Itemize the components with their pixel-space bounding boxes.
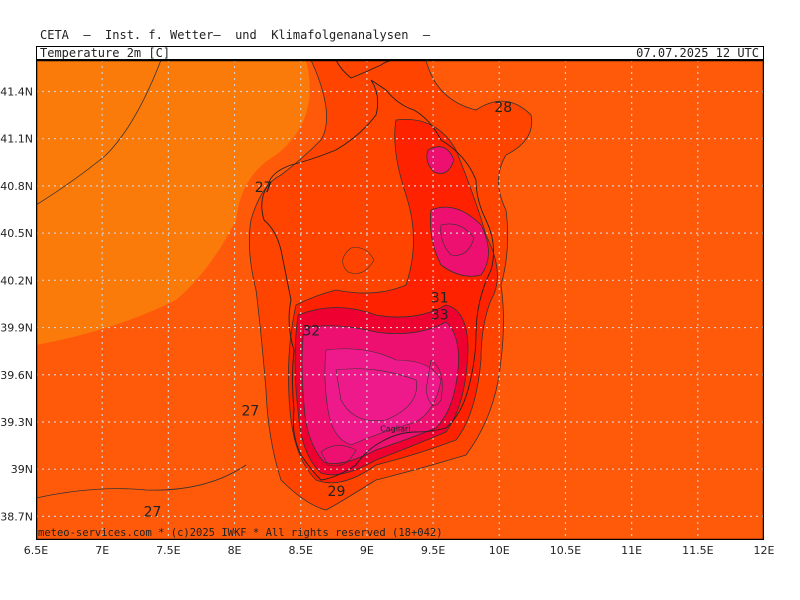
longitude-tick-label: 8E — [228, 544, 242, 557]
longitude-tick-label: 9.5E — [421, 544, 445, 557]
contour-label: 27 — [242, 404, 260, 420]
latitude-axis: 41.4N 41.1N 40.8N 40.5N 40.2N 39.9N 39.6N 39.3N… — [0, 85, 33, 523]
contour-label: 33 — [431, 308, 449, 324]
longitude-tick-label: 10E — [489, 544, 510, 557]
contour-label: 27 — [144, 504, 162, 520]
latitude-tick-label: 40.8N — [0, 180, 33, 193]
longitude-axis: 6.5E 7E 7.5E 8E 8.5E 9E 9.5E 10E 10.5E 11E 11.5E 12… — [24, 544, 775, 557]
latitude-tick-label: 40.2N — [0, 274, 33, 287]
contour-label: 27 — [255, 180, 273, 196]
latitude-tick-label: 38.7N — [0, 510, 33, 523]
city-label-cagliari: Cagliari — [380, 424, 410, 433]
inner-contour-1 — [335, 368, 417, 422]
copyright-footer: meteo-services.com * (c)2025 IWKF * All … — [38, 527, 443, 539]
contour-label: 29 — [328, 484, 346, 500]
latitude-tick-label: 40.5N — [0, 227, 33, 240]
longitude-tick-label: 7.5E — [156, 544, 180, 557]
temperature-map: 28 27 27 27 31 33 32 29 Cagliari — [35, 59, 765, 541]
longitude-tick-label: 6.5E — [24, 544, 48, 557]
map-border — [35, 59, 765, 541]
island-outline — [342, 247, 375, 274]
inner-contour-2 — [425, 359, 443, 406]
longitude-tick-label: 11E — [621, 544, 642, 557]
inner-contour-4 — [320, 445, 357, 467]
latitude-tick-label: 39.3N — [0, 416, 33, 429]
latitude-tick-label: 39.6N — [0, 369, 33, 382]
western-sea-zone — [36, 60, 310, 345]
contour-label: 31 — [431, 290, 449, 306]
longitude-tick-label: 12E — [754, 544, 775, 557]
longitude-tick-label: 7E — [95, 544, 109, 557]
latitude-tick-label: 39.9N — [0, 322, 33, 335]
western-sea-contour — [35, 59, 162, 206]
map-title-bar: Temperature_2m_[C] 07.07.2025 12 UTC — [36, 46, 764, 60]
latitude-tick-label: 39N — [11, 463, 33, 476]
inner-contour-3 — [440, 223, 475, 256]
latitude-tick-label: 41.4N — [0, 85, 33, 98]
longitude-tick-label: 8.5E — [289, 544, 313, 557]
sardinia-coastline — [261, 79, 495, 481]
valid-time-label: 07.07.2025 12 UTC — [636, 46, 759, 60]
organization-line: CETA — Inst. f. Wetter— und Klimafolgena… — [40, 28, 431, 42]
longitude-tick-label: 11.5E — [682, 544, 713, 557]
latitude-tick-label: 41.1N — [0, 133, 33, 146]
contour-label: 28 — [494, 100, 512, 116]
longitude-tick-label: 9E — [360, 544, 374, 557]
contour-label: 32 — [302, 323, 320, 339]
lat-lon-grid — [36, 60, 764, 540]
parameter-label: Temperature_2m_[C] — [40, 46, 171, 60]
southwest-sea-contour — [35, 464, 247, 499]
sardinia-hot-band-33-gallura — [426, 146, 455, 174]
longitude-tick-label: 10.5E — [550, 544, 581, 557]
contour-labels: 28 27 27 27 31 33 32 29 — [144, 100, 513, 520]
map-canvas: 28 27 27 27 31 33 32 29 Cagliari — [35, 59, 765, 541]
